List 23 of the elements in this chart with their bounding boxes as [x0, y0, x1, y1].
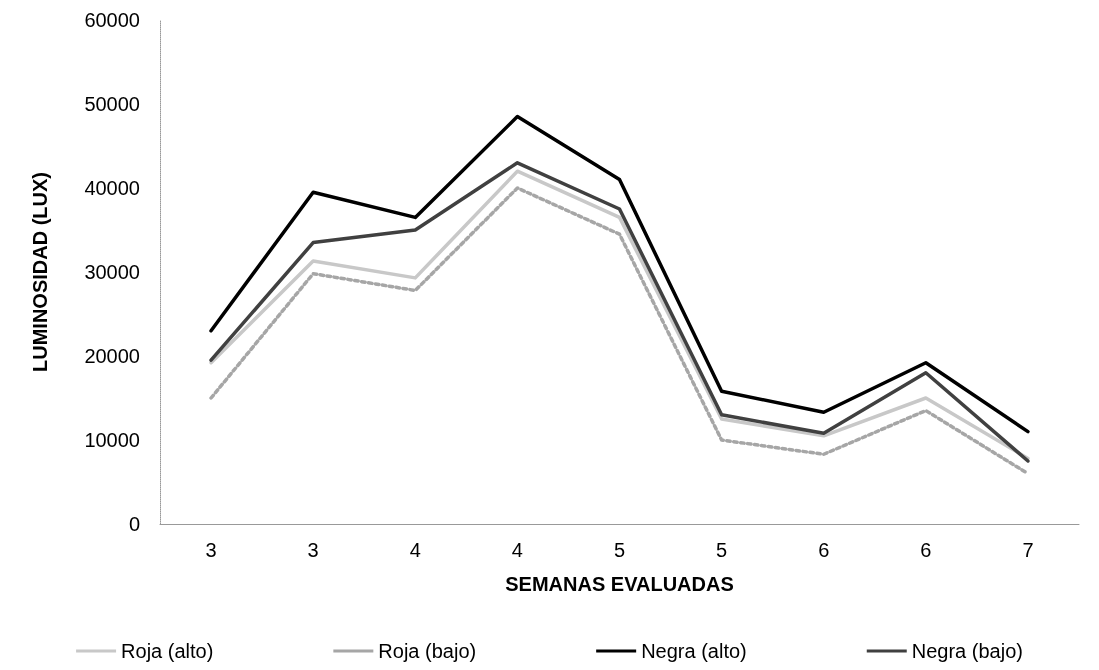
- x-axis-title: SEMANAS EVALUADAS: [505, 573, 734, 595]
- x-tick-label: 3: [307, 539, 319, 561]
- x-tick-label: 5: [613, 539, 626, 561]
- x-tick-label: 4: [409, 539, 421, 561]
- x-tick-label: 5: [716, 539, 728, 561]
- y-tick-label: 10000: [84, 429, 140, 451]
- x-tick-label: 6: [920, 539, 932, 561]
- x-tick-label: 7: [1022, 539, 1034, 561]
- y-tick-label: 0: [128, 513, 140, 535]
- y-axis-title: LUMINOSIDAD (LUX): [29, 172, 51, 372]
- legend-label: Roja (bajo): [378, 640, 477, 662]
- y-tick-label: 30000: [84, 261, 140, 283]
- legend-label: Negra (bajo): [911, 640, 1023, 662]
- y-tick-label: 20000: [84, 345, 140, 367]
- legend-label: Roja (alto): [121, 640, 214, 662]
- x-tick-label: 6: [818, 539, 830, 561]
- y-tick-label: 40000: [84, 177, 140, 199]
- x-tick-label: 3: [205, 539, 217, 561]
- legend-label: Negra (alto): [641, 640, 747, 662]
- x-tick-label: 4: [511, 539, 523, 561]
- y-tick-label: 50000: [84, 93, 140, 115]
- y-tick-label: 60000: [84, 9, 140, 31]
- line-series: [209, 114, 1030, 434]
